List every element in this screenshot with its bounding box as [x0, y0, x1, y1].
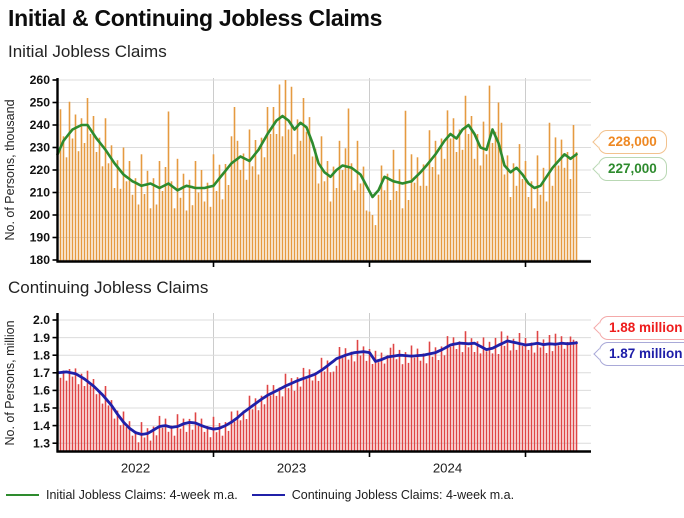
chart-subtitle-initial: Initial Jobless Claims	[8, 42, 167, 61]
weekly-claims-bars	[56, 330, 578, 451]
y-tick-label: 1.9	[33, 331, 50, 345]
y-tick-label: 1.3	[33, 436, 50, 450]
callout-value: 228,000	[608, 134, 657, 149]
legend-item-initial-ma: Initial Jobless Claims: 4-week m.a.	[6, 488, 238, 502]
year-label: 2022	[121, 461, 150, 476]
y-tick-label: 1.4	[33, 419, 50, 433]
y-tick-label: 1.8	[33, 348, 50, 362]
four-week-ma-line	[56, 339, 578, 436]
legend-label: Continuing Jobless Claims: 4-week m.a.	[291, 488, 515, 502]
y-tick-label: 1.6	[33, 384, 50, 398]
callout-initial-latest-week: 228,000	[592, 130, 667, 154]
y-tick-label: 250	[30, 96, 51, 110]
callout-value: 227,000	[608, 161, 657, 176]
callout-continuing-4wma: 1.87 million	[593, 342, 684, 366]
y-tick-label: 210	[30, 186, 51, 200]
year-label: 2024	[433, 461, 462, 476]
y-tick-label: 2.0	[33, 313, 50, 327]
weekly-claims-bars	[56, 80, 578, 261]
y-tick-label: 190	[30, 231, 51, 245]
initial-claims-chart: 180 190 200 210 220 230 240 250 260	[30, 73, 591, 267]
continuing-claims-chart: 1.3 1.4 1.5 1.6 1.7 1.8 1.9 2.0 2022 2023 2024	[33, 313, 591, 476]
y-tick-label: 180	[30, 253, 51, 267]
y-axis-title-initial: No. of Persons, thousand	[3, 99, 17, 240]
callout-value: 1.88 million	[609, 320, 683, 335]
chart-subtitle-continuing: Continuing Jobless Claims	[8, 278, 209, 297]
callout-initial-4wma: 227,000	[592, 157, 667, 181]
y-tick-label: 1.5	[33, 401, 50, 415]
year-label: 2023	[277, 461, 306, 476]
y-axis-title-continuing: No. of Persons, million	[3, 320, 17, 445]
y-tick-label: 260	[30, 73, 51, 87]
y-tick-label: 220	[30, 163, 51, 177]
callout-value: 1.87 million	[609, 346, 683, 361]
y-tick-label: 1.7	[33, 366, 50, 380]
legend-line-sample-blue	[251, 494, 285, 496]
callout-continuing-latest-week: 1.88 million	[593, 316, 684, 340]
y-tick-label: 230	[30, 141, 51, 155]
chart-legend: Initial Jobless Claims: 4-week m.a. Cont…	[6, 488, 514, 502]
y-tick-label: 200	[30, 208, 51, 222]
legend-item-continuing-ma: Continuing Jobless Claims: 4-week m.a.	[251, 488, 515, 502]
legend-label: Initial Jobless Claims: 4-week m.a.	[46, 488, 238, 502]
page-title: Initial & Continuing Jobless Claims	[8, 5, 383, 31]
legend-line-sample-green	[6, 494, 39, 496]
y-tick-label: 240	[30, 118, 51, 132]
four-week-ma-line	[56, 114, 578, 199]
